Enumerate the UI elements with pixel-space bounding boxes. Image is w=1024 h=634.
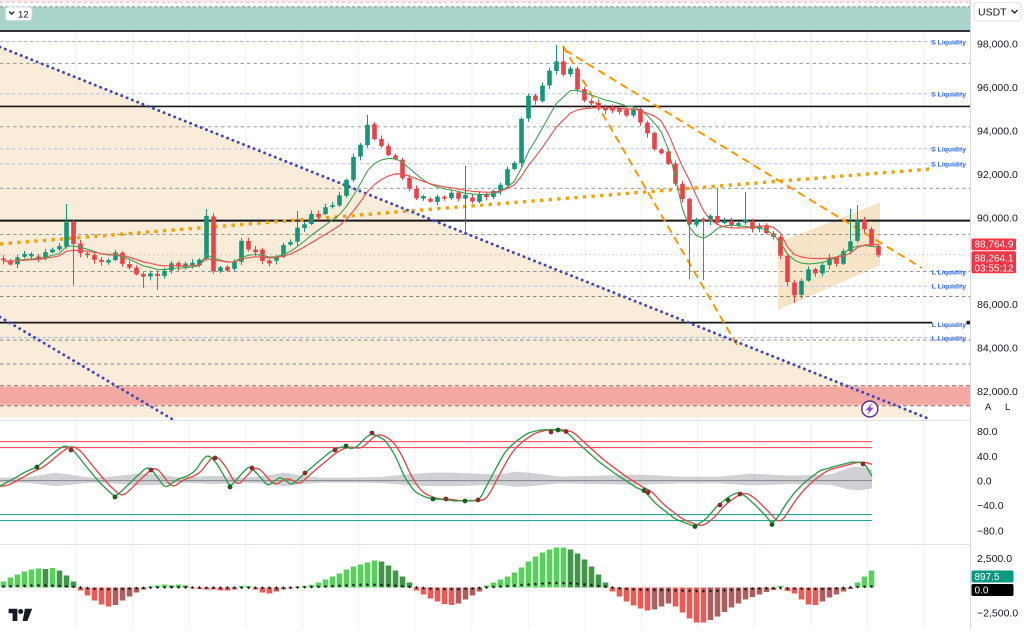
svg-text:0.0: 0.0 xyxy=(975,586,989,597)
svg-text:03:55:12: 03:55:12 xyxy=(975,263,1014,274)
svg-text:82,000.0: 82,000.0 xyxy=(977,386,1018,398)
svg-text:−40.0: −40.0 xyxy=(977,500,1004,512)
svg-text:84,000.0: 84,000.0 xyxy=(977,343,1018,355)
svg-text:L Liquidity: L Liquidity xyxy=(932,335,966,342)
svg-text:40.0: 40.0 xyxy=(977,451,998,463)
svg-text:88,764.9: 88,764.9 xyxy=(975,240,1014,251)
svg-text:897.5: 897.5 xyxy=(975,572,1000,583)
svg-text:2,500.0: 2,500.0 xyxy=(977,553,1012,565)
svg-text:L Liquidity: L Liquidity xyxy=(932,322,966,329)
svg-text:80.0: 80.0 xyxy=(977,426,998,438)
svg-text:96,000.0: 96,000.0 xyxy=(977,82,1018,94)
svg-text:S Liquidity: S Liquidity xyxy=(931,91,966,98)
svg-text:−2,500.0: −2,500.0 xyxy=(977,608,1018,620)
svg-text:A: A xyxy=(985,402,992,413)
svg-text:S Liquidity: S Liquidity xyxy=(931,161,966,168)
svg-text:0.0: 0.0 xyxy=(977,475,992,487)
svg-text:94,000.0: 94,000.0 xyxy=(977,126,1018,138)
svg-text:92,000.0: 92,000.0 xyxy=(977,169,1018,181)
svg-text:S Liquidity: S Liquidity xyxy=(931,39,966,46)
svg-text:90,000.0: 90,000.0 xyxy=(977,212,1018,224)
svg-text:L Liquidity: L Liquidity xyxy=(932,269,966,276)
svg-text:USDT: USDT xyxy=(978,7,1007,19)
svg-text:12: 12 xyxy=(18,10,29,21)
svg-text:98,000.0: 98,000.0 xyxy=(977,39,1018,51)
svg-text:L Liquidity: L Liquidity xyxy=(932,283,966,290)
svg-text:S Liquidity: S Liquidity xyxy=(931,146,966,153)
svg-text:86,000.0: 86,000.0 xyxy=(977,299,1018,311)
svg-text:−80.0: −80.0 xyxy=(977,526,1004,538)
svg-text:L: L xyxy=(1005,402,1010,413)
